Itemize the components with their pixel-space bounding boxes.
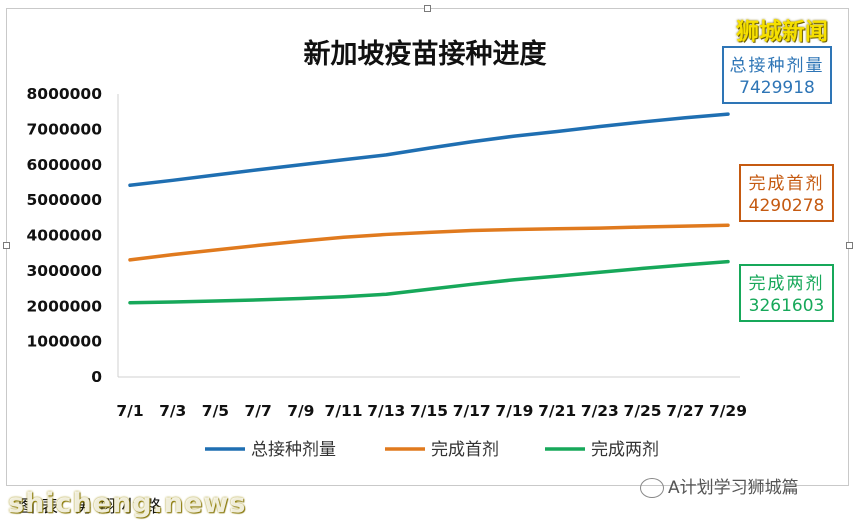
x-tick-label: 7/7 (245, 402, 272, 420)
callout-value: 4290278 (748, 196, 825, 216)
chart-title: 新加坡疫苗接种进度 (303, 39, 547, 70)
callout-first-dose: 完成首剂 4290278 (739, 164, 834, 222)
callout-label: 完成首剂 (748, 174, 825, 194)
y-tick-label: 1000000 (27, 333, 103, 351)
x-tick-label: 7/25 (624, 402, 662, 420)
resize-handle[interactable] (424, 5, 431, 12)
callout-label: 完成两剂 (748, 274, 825, 294)
legend-label: 完成两剂 (591, 440, 659, 460)
wechat-icon (640, 478, 664, 498)
y-tick-label: 5000000 (27, 191, 103, 209)
x-tick-label: 7/15 (410, 402, 448, 420)
x-tick-label: 7/17 (453, 402, 491, 420)
x-tick-label: 7/5 (202, 402, 229, 420)
y-tick-label: 8000000 (27, 85, 103, 103)
legend-label: 总接种剂量 (251, 440, 336, 460)
source-note: 图表 男翔小路 (18, 497, 168, 517)
x-tick-label: 7/11 (325, 402, 363, 420)
y-tick-label: 3000000 (27, 262, 103, 280)
x-tick-label: 7/27 (666, 402, 704, 420)
resize-handle[interactable] (846, 242, 853, 249)
callout-total-doses: 总接种剂量 7429918 (722, 46, 832, 104)
callout-label: 总接种剂量 (729, 56, 825, 76)
series-line-1 (128, 223, 730, 262)
y-tick-label: 4000000 (27, 227, 103, 245)
x-tick-label: 7/29 (709, 402, 747, 420)
y-tick-label: 7000000 (27, 120, 103, 138)
x-tick-label: 7/23 (581, 402, 619, 420)
x-tick-label: 7/13 (367, 402, 405, 420)
resize-handle[interactable] (3, 242, 10, 249)
x-tick-label: 7/9 (287, 402, 314, 420)
y-tick-label: 0 (91, 368, 102, 386)
callout-second-dose: 完成两剂 3261603 (739, 264, 834, 322)
x-tick-label: 7/19 (495, 402, 533, 420)
callout-value: 3261603 (748, 296, 825, 316)
brand-logo: 狮城新闻 (736, 19, 828, 45)
callout-value: 7429918 (739, 78, 815, 98)
wechat-account: A计划学习狮城篇 (640, 473, 799, 498)
series-line-0 (128, 112, 730, 188)
series-line-2 (128, 259, 730, 305)
watermark-logo: shicheng.news (8, 488, 247, 519)
x-tick-label: 7/21 (538, 402, 576, 420)
legend-label: 完成首剂 (431, 440, 499, 460)
y-tick-label: 2000000 (27, 297, 103, 315)
y-tick-label: 6000000 (27, 156, 103, 174)
x-tick-label: 7/3 (159, 402, 186, 420)
wechat-account-name: A计划学习狮城篇 (668, 478, 799, 498)
x-tick-label: 7/1 (116, 402, 143, 420)
